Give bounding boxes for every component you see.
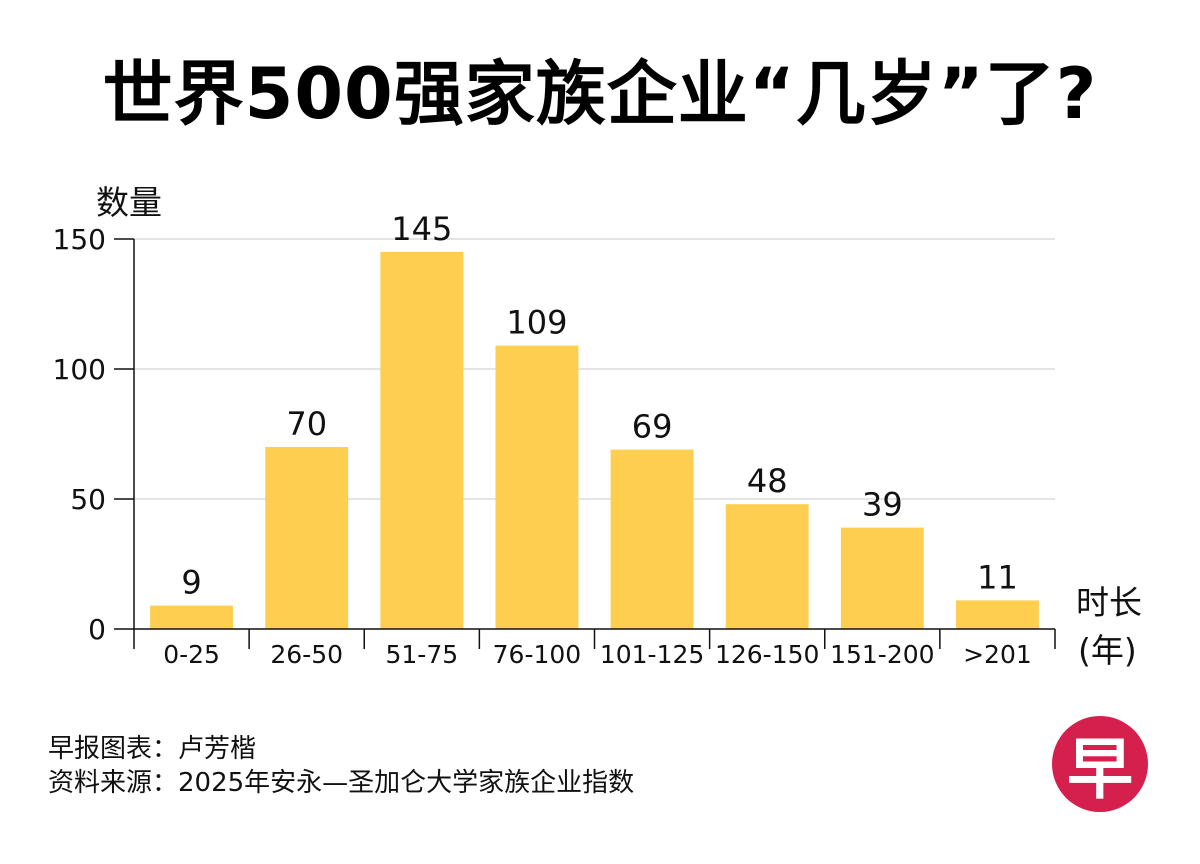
y-tick-label-0: 0 xyxy=(88,613,106,646)
value-label-26-50: 70 xyxy=(286,405,327,443)
bar-101-125 xyxy=(610,449,694,629)
bar-76-100 xyxy=(495,345,579,629)
x-tick-label->201: >201 xyxy=(963,640,1032,669)
value-label->201: 11 xyxy=(977,558,1018,596)
y-axis-title: 数量 xyxy=(96,183,162,222)
y-tick-label-150: 150 xyxy=(53,223,106,256)
x-axis-title-line2: (年) xyxy=(1078,631,1137,670)
labels: 0 50 100 150 9 0-25 70 26-50 145 51-75 109 76-100 69… xyxy=(53,210,1032,669)
credit-chart-author: 早报图表：卢芳楷 xyxy=(48,734,257,764)
x-tick-label-0-25: 0-25 xyxy=(163,640,220,669)
zaobao-logo: 早 xyxy=(1052,716,1148,812)
bar-26-50 xyxy=(265,447,349,629)
bar-126-150 xyxy=(725,504,809,629)
bar-0-25 xyxy=(150,605,234,629)
x-tick-label-26-50: 26-50 xyxy=(270,640,343,669)
value-label-51-75: 145 xyxy=(391,210,452,248)
x-tick-label-126-150: 126-150 xyxy=(715,640,819,669)
axes xyxy=(114,238,1056,649)
bars xyxy=(150,252,1039,629)
bar->201 xyxy=(955,600,1039,629)
x-tick-label-151-200: 151-200 xyxy=(830,640,934,669)
value-label-126-150: 48 xyxy=(747,462,788,500)
credit-source: 资料来源：2025年安永—圣加仑大学家族企业指数 xyxy=(48,768,635,798)
value-label-76-100: 109 xyxy=(506,304,567,342)
x-tick-label-101-125: 101-125 xyxy=(600,640,704,669)
bar-chart: 0 50 100 150 9 0-25 70 26-50 145 51-75 109 76-100 69… xyxy=(53,183,1142,670)
x-axis-title-line1: 时长 xyxy=(1076,583,1142,622)
x-tick-label-51-75: 51-75 xyxy=(385,640,458,669)
y-tick-label-50: 50 xyxy=(70,483,106,516)
chart-title: 世界500强家族企业“几岁”了? xyxy=(102,53,1098,135)
value-label-101-125: 69 xyxy=(632,408,673,446)
credits: 早报图表：卢芳楷 资料来源：2025年安永—圣加仑大学家族企业指数 xyxy=(48,732,634,800)
bar-51-75 xyxy=(380,252,464,629)
value-label-151-200: 39 xyxy=(862,486,903,524)
value-label-0-25: 9 xyxy=(181,564,201,602)
bar-151-200 xyxy=(840,527,924,629)
y-tick-label-100: 100 xyxy=(53,353,106,386)
x-tick-label-76-100: 76-100 xyxy=(493,640,582,669)
